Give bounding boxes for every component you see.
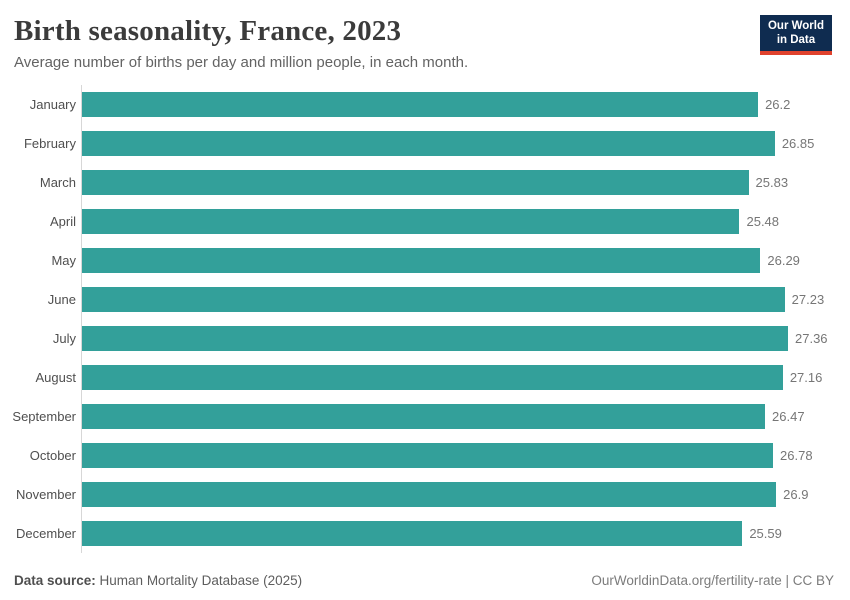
value-label: 27.16 <box>789 370 823 386</box>
category-label-july: July <box>52 331 76 347</box>
bar-area: 27.23 <box>81 280 850 320</box>
bar-may[interactable] <box>82 248 761 274</box>
bar-row: April 25.48 <box>0 202 850 242</box>
bar-row: June 27.23 <box>0 280 850 320</box>
bar-area: 26.9 <box>81 475 850 515</box>
bar-row: November 26.9 <box>0 475 850 515</box>
bar-row: December 25.59 <box>0 514 850 554</box>
bar-december[interactable] <box>82 521 743 547</box>
category-label-may: May <box>51 253 76 269</box>
bar-area: 26.47 <box>81 397 850 437</box>
bar-april[interactable] <box>82 209 740 235</box>
bar-row: February 26.85 <box>0 124 850 164</box>
bar-area: 25.59 <box>81 514 850 554</box>
bar-july[interactable] <box>82 326 788 352</box>
bar-january[interactable] <box>82 92 759 118</box>
bar-row: March 25.83 <box>0 163 850 203</box>
data-source-text: Human Mortality Database (2025) <box>99 573 303 588</box>
bar-september[interactable] <box>82 404 766 430</box>
value-label: 26.85 <box>781 136 815 152</box>
chart-footer: Data source: Human Mortality Database (2… <box>14 573 834 588</box>
category-label-january: January <box>29 97 76 113</box>
category-label-june: June <box>47 292 76 308</box>
value-label: 27.23 <box>791 292 825 308</box>
chart-title: Birth seasonality, France, 2023 <box>14 15 402 47</box>
bar-row: October 26.78 <box>0 436 850 476</box>
owid-logo-line1: Our World <box>767 20 824 32</box>
bar-row: August 27.16 <box>0 358 850 398</box>
value-label: 25.48 <box>746 214 780 230</box>
bar-row: January 26.2 <box>0 85 850 125</box>
bar-area: 27.36 <box>81 319 850 359</box>
bar-area: 25.48 <box>81 202 850 242</box>
value-label: 26.9 <box>783 487 809 503</box>
bar-area: 26.85 <box>81 124 850 164</box>
category-label-august: August <box>35 370 76 386</box>
bar-area: 26.2 <box>81 85 850 125</box>
category-label-september: September <box>12 409 76 425</box>
value-label: 25.59 <box>749 526 782 542</box>
bar-august[interactable] <box>82 365 783 391</box>
category-label-december: December <box>16 526 76 542</box>
data-source-label: Data source: <box>14 573 96 588</box>
value-label: 26.29 <box>767 253 800 269</box>
bar-area: 26.29 <box>81 241 850 281</box>
data-source: Data source: Human Mortality Database (2… <box>14 573 302 588</box>
bar-row: July 27.36 <box>0 319 850 359</box>
value-label: 25.83 <box>755 175 789 191</box>
value-label: 27.36 <box>795 331 828 347</box>
value-label: 26.2 <box>765 97 791 113</box>
chart-header: Birth seasonality, France, 2023 Average … <box>0 0 850 71</box>
category-label-february: February <box>23 136 76 152</box>
credit-line: OurWorldinData.org/fertility-rate | CC B… <box>591 573 834 588</box>
category-label-october: October <box>29 448 76 464</box>
category-label-april: April <box>49 214 76 230</box>
bar-row: September 26.47 <box>0 397 850 437</box>
category-label-november: November <box>16 487 76 503</box>
bar-february[interactable] <box>82 131 775 157</box>
value-label: 26.47 <box>772 409 805 425</box>
owid-logo-line2: in Data <box>776 33 816 46</box>
chart-subtitle: Average number of births per day and mil… <box>14 54 469 72</box>
bar-june[interactable] <box>82 287 785 313</box>
bar-area: 27.16 <box>81 358 850 398</box>
bar-row: May 26.29 <box>0 241 850 281</box>
bar-november[interactable] <box>82 482 777 508</box>
category-label-march: March <box>39 175 76 191</box>
bar-october[interactable] <box>82 443 774 469</box>
owid-logo: Our World in Data <box>759 15 832 55</box>
bar-march[interactable] <box>82 170 749 196</box>
value-label: 26.78 <box>780 448 813 464</box>
bar-area: 25.83 <box>81 163 850 203</box>
bar-chart: January 26.2 February 26.85 March 25.83 April 2… <box>0 85 850 554</box>
bar-area: 26.78 <box>81 436 850 476</box>
